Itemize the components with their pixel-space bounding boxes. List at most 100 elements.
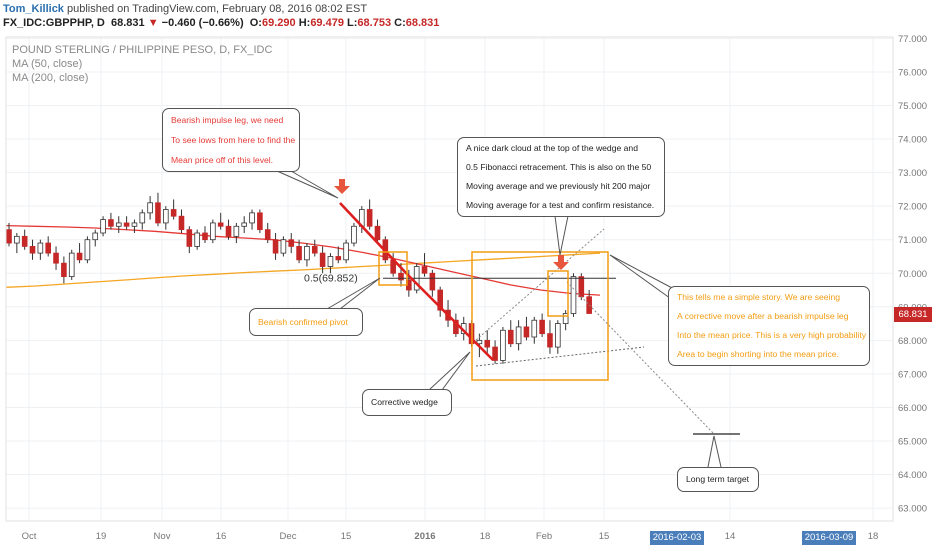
candle[interactable]	[507, 320, 514, 348]
candle[interactable]	[343, 239, 349, 264]
candle-body-down	[288, 239, 295, 247]
candle[interactable]	[429, 269, 436, 297]
candle[interactable]	[249, 209, 255, 230]
candle[interactable]	[492, 340, 498, 364]
candle[interactable]	[523, 316, 530, 341]
candle[interactable]	[217, 212, 224, 230]
candle[interactable]	[264, 222, 271, 244]
x-tick-label: 16	[216, 531, 227, 542]
candle[interactable]	[131, 219, 138, 233]
candle[interactable]	[319, 246, 326, 274]
candle[interactable]	[37, 239, 44, 260]
open-value: 69.290	[261, 17, 296, 29]
x-tick-label: 15	[599, 531, 610, 542]
candle[interactable]	[45, 236, 51, 257]
candle[interactable]	[123, 216, 130, 230]
candle[interactable]	[539, 313, 545, 337]
candle[interactable]	[53, 246, 59, 270]
candle[interactable]	[555, 320, 561, 354]
candle[interactable]	[68, 249, 75, 280]
ma200-legend[interactable]: MA (200, close)	[12, 72, 89, 84]
candle[interactable]	[437, 286, 443, 317]
callout-line: Area to begin shorting into the mean pri…	[677, 349, 839, 359]
fib-label: 0.5(69.852)	[304, 273, 358, 285]
ma50-legend[interactable]: MA (50, close)	[12, 58, 83, 70]
candle[interactable]	[304, 243, 310, 267]
candle[interactable]	[421, 253, 428, 277]
red-down-arrow-icon	[334, 179, 350, 194]
candle[interactable]	[155, 192, 161, 227]
candle[interactable]	[92, 229, 99, 247]
candle[interactable]	[108, 212, 114, 230]
candle[interactable]	[257, 209, 263, 233]
candle[interactable]	[6, 222, 12, 247]
candle[interactable]	[562, 310, 569, 331]
candle-body-down	[155, 202, 161, 224]
candle[interactable]	[327, 253, 334, 274]
candle[interactable]	[366, 199, 373, 230]
callout-line: Long term target	[686, 474, 750, 484]
candle[interactable]	[311, 239, 318, 257]
candle[interactable]	[61, 256, 67, 284]
callout-line: Bearish impulse leg, we need	[171, 115, 284, 125]
down-arrow-icon: ▼	[147, 17, 159, 29]
candle[interactable]	[351, 222, 357, 247]
arrow-head	[553, 262, 569, 270]
x-tick-label: 2016	[414, 531, 435, 542]
candle[interactable]	[29, 239, 36, 260]
candle[interactable]	[21, 229, 28, 250]
candle[interactable]	[531, 316, 538, 344]
callout-line: 0.5 Fibonacci retracement. This is also …	[466, 162, 652, 172]
callout-pointer	[609, 254, 675, 302]
candle[interactable]	[170, 199, 177, 220]
candle-body-down	[319, 252, 326, 267]
plot-area[interactable]	[6, 37, 893, 521]
candle[interactable]	[335, 246, 342, 264]
candle[interactable]	[570, 273, 577, 317]
candle-body-up	[37, 242, 44, 254]
impulse-leg-line	[339, 202, 494, 361]
y-tick-label: 72.000	[898, 202, 927, 213]
candle-body-down	[272, 239, 279, 254]
candle[interactable]	[374, 219, 381, 244]
candle[interactable]	[280, 236, 287, 257]
candle-body-down	[484, 339, 491, 348]
candle[interactable]	[296, 239, 302, 264]
candle[interactable]	[139, 209, 146, 230]
candle[interactable]	[194, 229, 200, 250]
candle[interactable]	[210, 219, 216, 244]
candle[interactable]	[162, 206, 169, 230]
candle[interactable]	[500, 326, 506, 364]
candle[interactable]	[202, 226, 208, 244]
candle[interactable]	[115, 216, 122, 233]
candle[interactable]	[14, 232, 20, 254]
y-tick-label: 64.000	[898, 470, 927, 481]
callout-pointer	[428, 351, 471, 391]
x-tick-label: 19	[96, 531, 107, 542]
candle[interactable]	[76, 243, 83, 264]
candle[interactable]	[178, 209, 185, 233]
plot-border	[5, 36, 894, 522]
pivot-box	[378, 251, 408, 286]
low-value: 68.753	[357, 17, 392, 29]
candle[interactable]	[241, 216, 248, 233]
candle[interactable]	[288, 232, 295, 254]
candle[interactable]	[147, 196, 153, 220]
candle[interactable]	[84, 236, 91, 264]
candle[interactable]	[547, 320, 553, 354]
candle[interactable]	[578, 273, 585, 301]
candle[interactable]	[272, 232, 279, 260]
author-name[interactable]: Tom_Killick	[3, 3, 64, 15]
candle[interactable]	[186, 226, 193, 254]
candle[interactable]	[233, 222, 240, 244]
candle-body-up	[84, 239, 91, 261]
chart-title: POUND STERLING / PHILIPPINE PESO, D, FX_…	[12, 44, 273, 56]
candle[interactable]	[515, 320, 522, 351]
candle-body-down	[178, 215, 185, 231]
candle[interactable]	[100, 216, 106, 237]
candle[interactable]	[484, 330, 491, 354]
candle-body-up	[233, 225, 240, 237]
candle[interactable]	[225, 219, 232, 240]
callout-bearish-impulse: Bearish impulse leg, we need To see lows…	[162, 108, 300, 172]
